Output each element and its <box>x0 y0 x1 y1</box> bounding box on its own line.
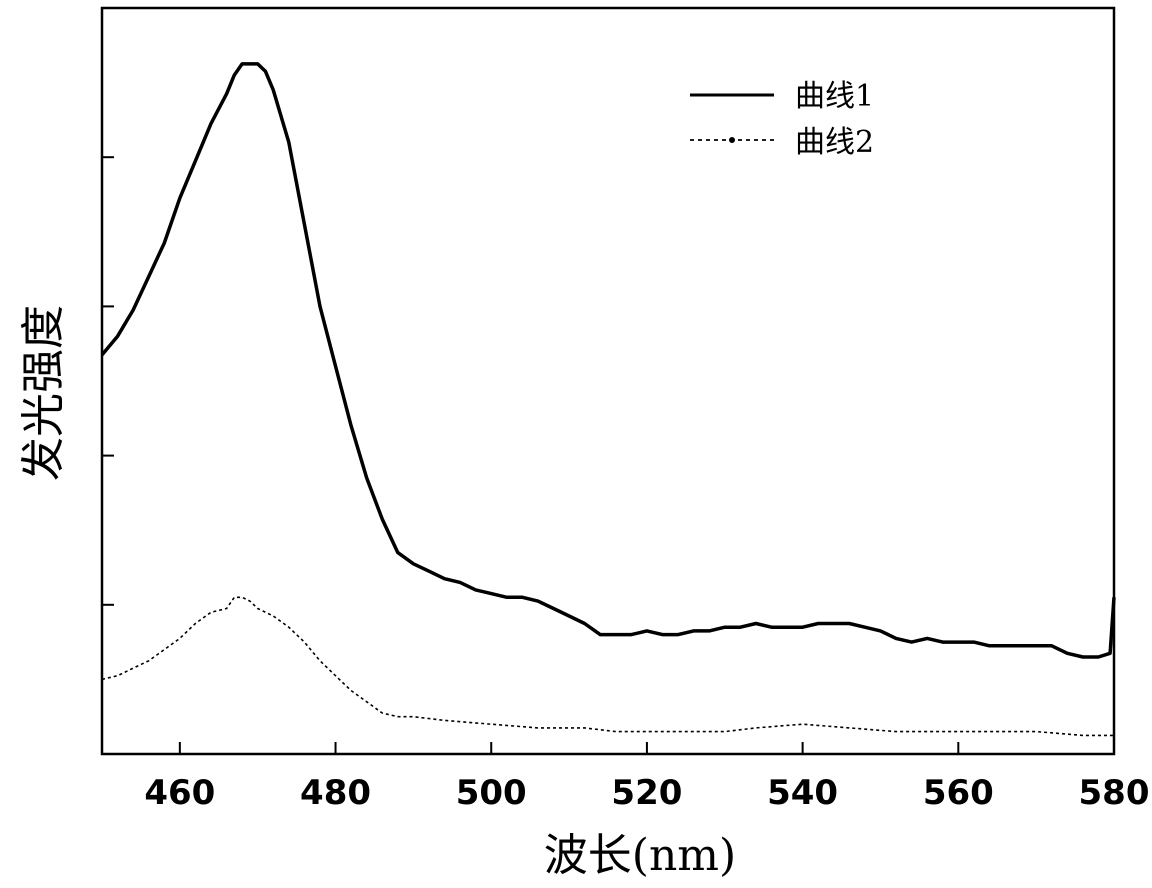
ticks: 460 480 500 520 540 560 580 <box>102 8 1149 813</box>
series <box>102 64 1114 736</box>
legend-label-curve2: 曲线2 <box>795 125 874 160</box>
legend: 曲线1 曲线2 <box>690 79 874 160</box>
x-tick-label: 460 <box>144 773 215 813</box>
x-tick-label: 560 <box>923 773 994 813</box>
x-axis-title: 波长(nm) <box>544 830 736 881</box>
series-line-curve2 <box>102 597 1114 735</box>
y-axis-title: 发光强度 <box>18 305 69 481</box>
x-tick-label: 540 <box>767 773 838 813</box>
legend-label-curve1: 曲线1 <box>795 79 874 114</box>
series-line-curve1 <box>102 64 1114 657</box>
x-tick-label: 580 <box>1079 773 1150 813</box>
x-tick-label: 500 <box>456 773 527 813</box>
x-tick-label: 520 <box>611 773 682 813</box>
legend-marker-curve2 <box>729 137 735 143</box>
x-tick-label: 480 <box>300 773 371 813</box>
